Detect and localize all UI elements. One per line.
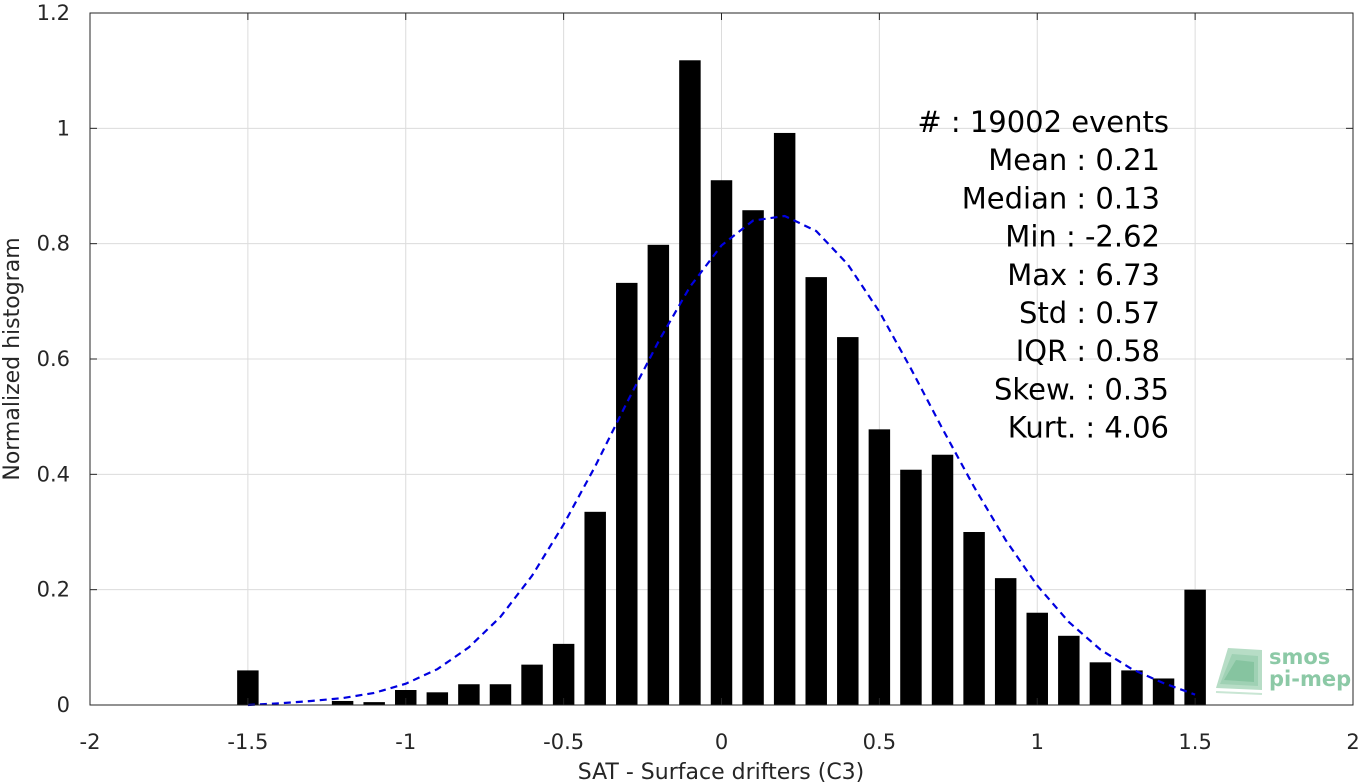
x-tick-label: 1 bbox=[1031, 730, 1044, 754]
histogram-bar bbox=[1089, 662, 1112, 705]
y-tick-label: 0.4 bbox=[37, 462, 70, 486]
histogram-bar bbox=[773, 132, 796, 706]
stat-line: # : 19002 events bbox=[917, 105, 1169, 139]
x-tick-label: -2 bbox=[80, 730, 101, 754]
histogram-bar bbox=[616, 282, 638, 705]
x-tick-label: 0.5 bbox=[863, 730, 896, 754]
x-tick-label: 0 bbox=[715, 730, 728, 754]
stat-line: Std : 0.57 bbox=[1019, 296, 1160, 330]
smos-pimep-logo: smos pi-mep bbox=[1215, 645, 1351, 695]
histogram-bar bbox=[489, 684, 512, 705]
histogram-bar bbox=[584, 511, 606, 705]
logo-icon bbox=[1215, 648, 1263, 695]
x-tick-label: -1.5 bbox=[227, 730, 268, 754]
x-axis-label: SAT - Surface drifters (C3) bbox=[578, 760, 865, 784]
histogram-bar bbox=[1058, 635, 1080, 705]
histogram-bar bbox=[1152, 678, 1175, 705]
stat-line: Kurt. : 4.06 bbox=[1008, 411, 1169, 445]
stat-line: Median : 0.13 bbox=[962, 181, 1160, 215]
logo-text-line2: pi-mep bbox=[1269, 667, 1351, 691]
histogram-bar bbox=[1026, 612, 1048, 705]
histogram-bar bbox=[963, 532, 985, 705]
histogram-bar bbox=[647, 244, 670, 705]
y-tick-label: 0.8 bbox=[37, 232, 70, 256]
histogram-bar bbox=[395, 690, 417, 705]
histogram-bar bbox=[331, 700, 354, 705]
histogram-bar bbox=[931, 454, 954, 705]
histogram-bar bbox=[742, 210, 764, 705]
x-axis-ticks: -2 -1.5 -1 -0.5 0 0.5 1 1.5 2 bbox=[80, 13, 1360, 754]
histogram-bar bbox=[363, 702, 385, 705]
statistics-annotation: # : 19002 events Mean : 0.21 Median : 0.13… bbox=[917, 105, 1169, 445]
x-tick-label: 2 bbox=[1346, 730, 1359, 754]
stat-line: Min : -2.62 bbox=[1005, 220, 1160, 254]
stat-line: Skew. : 0.35 bbox=[994, 372, 1169, 406]
x-tick-label: -0.5 bbox=[543, 730, 584, 754]
histogram-bar bbox=[710, 180, 733, 705]
histogram-bar bbox=[1184, 589, 1206, 705]
histogram-bar bbox=[521, 664, 543, 705]
histogram-bar bbox=[900, 469, 922, 705]
y-axis-ticks: 0 0.2 0.4 0.6 0.8 1 1.2 bbox=[37, 1, 1353, 717]
histogram-bar bbox=[868, 429, 891, 705]
y-tick-label: 0.2 bbox=[37, 578, 70, 602]
gaussian-fit-line bbox=[247, 214, 1196, 707]
histogram-bar bbox=[426, 692, 449, 705]
y-tick-label: 1 bbox=[57, 116, 70, 140]
logo-text-line1: smos bbox=[1269, 645, 1330, 669]
histogram-bar bbox=[1121, 670, 1143, 705]
histogram-bars bbox=[237, 60, 1206, 706]
histogram-bar bbox=[679, 60, 701, 705]
x-tick-label: -1 bbox=[395, 730, 416, 754]
y-tick-label: 0 bbox=[57, 693, 70, 717]
y-tick-label: 0.6 bbox=[37, 347, 70, 371]
x-tick-label: 1.5 bbox=[1178, 730, 1211, 754]
stat-line: Max : 6.73 bbox=[1007, 258, 1160, 292]
stat-line: IQR : 0.58 bbox=[1016, 334, 1160, 368]
histogram-bar bbox=[552, 643, 575, 705]
stat-line: Mean : 0.21 bbox=[988, 143, 1160, 177]
histogram-bar bbox=[237, 670, 259, 705]
y-axis-label: Normalized histogram bbox=[0, 237, 25, 480]
histogram-bar bbox=[458, 684, 480, 705]
histogram-bar bbox=[805, 277, 827, 705]
histogram-bar bbox=[837, 337, 859, 705]
histogram-bar bbox=[994, 578, 1017, 705]
y-tick-label: 1.2 bbox=[37, 1, 70, 25]
